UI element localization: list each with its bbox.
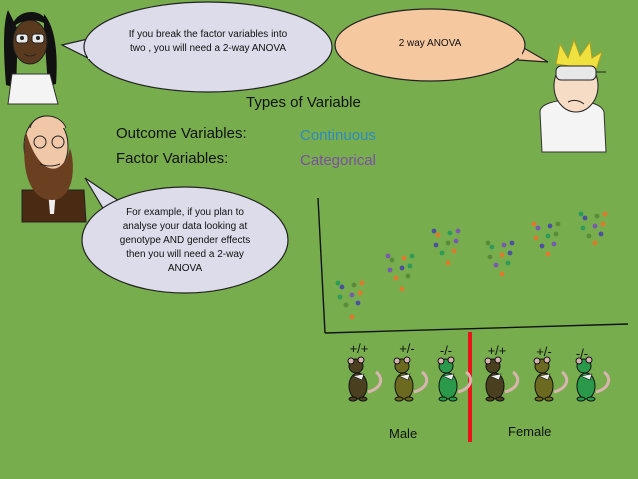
data-point — [507, 250, 513, 256]
data-point — [335, 280, 341, 286]
data-point — [351, 282, 357, 288]
data-point — [401, 255, 407, 261]
data-point — [357, 290, 363, 296]
data-point — [393, 275, 399, 281]
data-point — [555, 221, 561, 227]
factor-variables-label: Factor Variables: — [116, 150, 229, 167]
data-point — [598, 231, 604, 237]
data-point — [553, 231, 559, 237]
genotype-label-1: +/+ — [349, 341, 369, 356]
data-point — [487, 254, 493, 260]
genotype-label-2: +/- — [399, 341, 415, 356]
data-point — [600, 221, 606, 227]
data-point — [547, 223, 553, 229]
data-point — [582, 215, 588, 221]
data-point — [509, 240, 515, 246]
data-point — [385, 253, 391, 259]
data-point — [545, 251, 551, 257]
data-point — [594, 213, 600, 219]
data-point — [545, 233, 551, 239]
genotype-label-5: +/- — [536, 344, 552, 359]
data-point — [592, 223, 598, 229]
data-point — [489, 244, 495, 250]
data-point — [349, 292, 355, 298]
data-point — [389, 257, 395, 263]
mouse-icon — [484, 356, 520, 402]
data-point — [539, 243, 545, 249]
outcome-variables-label: Outcome Variables: — [116, 125, 247, 142]
data-point — [505, 260, 511, 266]
genotype-label-6: -/- — [575, 346, 589, 361]
data-point — [535, 225, 541, 231]
data-point — [533, 235, 539, 241]
data-point — [431, 228, 437, 234]
speech-bubble-middle-left-text: For example, if you plan to analyse your… — [119, 207, 251, 274]
data-point — [399, 265, 405, 271]
genotype-label-3: -/- — [439, 343, 453, 358]
data-point — [439, 250, 445, 256]
data-point — [493, 262, 499, 268]
data-point — [445, 260, 451, 266]
mouse-icon — [347, 356, 383, 402]
group-label-female: Female — [508, 424, 552, 439]
data-point — [499, 271, 505, 277]
data-point — [433, 242, 439, 248]
data-point — [435, 232, 441, 238]
scientist-woman-avatar — [4, 10, 59, 105]
data-point — [453, 238, 459, 244]
mouse-icon — [533, 356, 569, 402]
data-point — [405, 273, 411, 279]
data-point — [485, 240, 491, 246]
factor-variables-value: Categorical — [300, 152, 376, 169]
data-point — [586, 233, 592, 239]
data-point — [355, 300, 361, 306]
data-point — [531, 221, 537, 227]
data-point — [387, 267, 393, 273]
data-point — [455, 228, 461, 234]
data-point — [409, 253, 415, 259]
data-point — [447, 230, 453, 236]
data-point — [343, 302, 349, 308]
y-axis — [317, 197, 326, 334]
data-point — [578, 211, 584, 217]
x-axis — [324, 323, 629, 334]
mouse-icon — [393, 356, 429, 402]
slide-title: Types of Variable — [246, 94, 361, 111]
data-point — [337, 294, 343, 300]
data-point — [399, 286, 405, 292]
data-point — [602, 211, 608, 217]
speech-bubble-top-left-text: If you break the factor variables into t… — [128, 29, 288, 54]
mouse-icon — [575, 356, 611, 402]
bearded-man-avatar — [21, 115, 87, 223]
outcome-variables-value: Continuous — [300, 127, 376, 144]
data-point — [592, 240, 598, 246]
speech-bubble-top-right-text: 2 way ANOVA — [398, 38, 462, 49]
data-point — [339, 284, 345, 290]
data-point — [445, 240, 451, 246]
data-point — [501, 242, 507, 248]
data-point — [349, 314, 355, 320]
data-point — [451, 248, 457, 254]
data-point — [499, 252, 505, 258]
data-point — [551, 241, 557, 247]
data-point — [580, 225, 586, 231]
data-point — [359, 280, 365, 286]
genotype-label-4: +/+ — [487, 343, 507, 358]
blond-scientist-avatar — [539, 38, 607, 153]
group-label-male: Male — [389, 426, 418, 441]
data-point — [407, 263, 413, 269]
mouse-icon — [437, 356, 473, 402]
